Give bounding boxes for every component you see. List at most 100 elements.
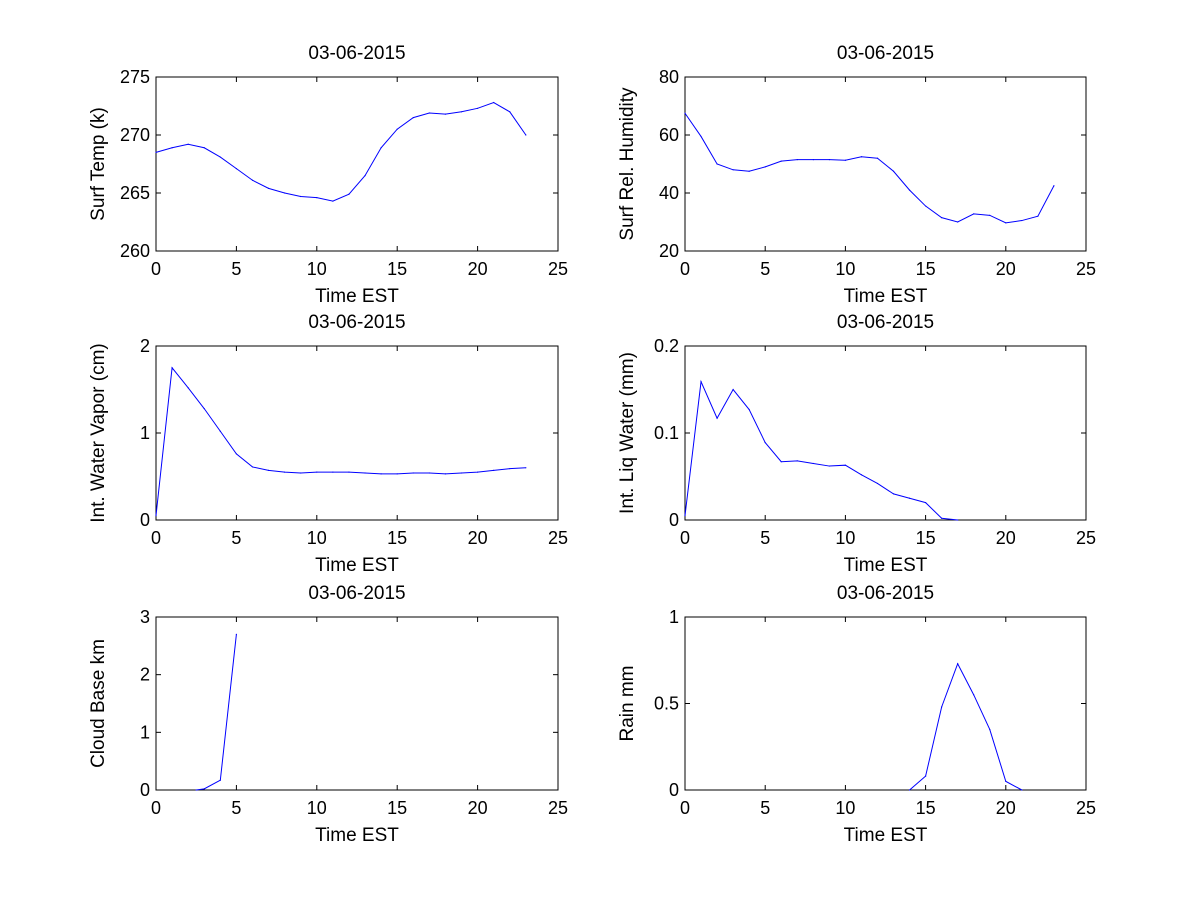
y-tick-label: 1 — [140, 423, 150, 443]
data-point — [155, 515, 157, 517]
data-point — [989, 728, 991, 731]
x-tick-label: 20 — [996, 528, 1016, 548]
series-line — [909, 662, 1023, 791]
data-point — [1037, 215, 1039, 217]
data-point — [957, 663, 959, 665]
data-point — [908, 497, 911, 499]
x-axis-label: Time EST — [315, 555, 399, 576]
data-point — [812, 462, 814, 465]
data-point — [203, 408, 205, 410]
data-point — [444, 473, 447, 475]
y-tick-label: 275 — [120, 67, 150, 87]
data-point — [284, 192, 286, 194]
axes-frame — [155, 76, 559, 252]
x-tick-label: 10 — [835, 259, 855, 279]
y-axis-label: Cloud Base km — [88, 639, 109, 768]
x-axis-label: Time EST — [315, 825, 399, 846]
data-point — [348, 471, 350, 473]
data-point — [428, 112, 430, 114]
data-point — [780, 160, 782, 162]
x-tick-label: 25 — [548, 528, 568, 548]
data-point — [764, 166, 766, 168]
y-tick-label: 2 — [140, 665, 150, 685]
series-line — [155, 366, 526, 516]
series-line — [196, 634, 237, 791]
subplot-6: 0 5 10 15 20 25 0 0.5 1 03-06-2015 Time EST Rain mm — [617, 583, 1096, 846]
data-point — [732, 169, 734, 171]
x-tick-label: 0 — [151, 528, 161, 548]
y-axis-label: Int. Water Vapor (cm) — [88, 343, 109, 522]
data-point — [187, 387, 189, 389]
data-point — [700, 381, 702, 383]
data-point — [525, 134, 527, 136]
data-point — [300, 472, 302, 474]
x-tick-label: 20 — [468, 798, 488, 818]
data-point — [860, 474, 863, 476]
subplot-2: 0 5 10 15 20 25 20 40 60 80 03-06-2015 Time EST Surf… — [617, 43, 1096, 307]
x-tick-label: 5 — [231, 259, 241, 279]
x-axis-label: Time EST — [844, 286, 928, 307]
data-point — [300, 195, 302, 198]
y-tick-label: 0 — [669, 510, 679, 530]
x-tick-label: 15 — [916, 528, 936, 548]
x-tick-label: 0 — [680, 259, 690, 279]
data-point — [171, 367, 173, 369]
x-tick-label: 20 — [468, 259, 488, 279]
y-axis-label: Surf Rel. Humidity — [617, 87, 638, 241]
series-line — [684, 379, 958, 521]
x-axis-label: Time EST — [844, 555, 928, 576]
x-tick-label: 20 — [996, 259, 1016, 279]
data-point — [195, 789, 197, 791]
data-point — [267, 469, 270, 472]
data-point — [155, 151, 157, 153]
data-point — [219, 430, 221, 432]
data-point — [716, 163, 718, 165]
x-tick-label: 10 — [307, 259, 327, 279]
data-point — [444, 113, 447, 115]
data-point — [477, 471, 479, 473]
y-tick-label: 270 — [120, 125, 150, 145]
data-point — [957, 221, 959, 223]
data-point — [171, 147, 173, 149]
y-tick-label: 40 — [659, 183, 679, 203]
data-point — [187, 143, 189, 145]
data-point — [364, 175, 366, 177]
data-point — [844, 159, 847, 161]
x-axis-label: Time EST — [844, 825, 928, 846]
y-tick-label: 265 — [120, 183, 150, 203]
data-point — [796, 460, 798, 462]
x-tick-label: 15 — [387, 798, 407, 818]
axes-frame — [684, 616, 1087, 791]
subplot-4: 0 5 10 15 20 25 0 0.1 0.2 03-06-2015 Time EST Int. … — [617, 312, 1096, 576]
axes-frame — [155, 345, 559, 521]
y-tick-label: 2 — [140, 336, 150, 356]
data-point — [748, 170, 750, 172]
data-point — [828, 159, 830, 161]
x-tick-label: 20 — [996, 798, 1016, 818]
data-point — [428, 472, 430, 474]
series-line — [155, 101, 527, 202]
data-point — [1021, 219, 1023, 222]
x-tick-label: 25 — [548, 259, 568, 279]
y-tick-label: 60 — [659, 125, 679, 145]
data-point — [509, 111, 511, 113]
series-line — [684, 112, 1055, 224]
x-tick-label: 5 — [760, 528, 770, 548]
data-point — [941, 706, 943, 708]
data-point — [989, 214, 991, 216]
data-point — [412, 117, 414, 119]
data-point — [941, 217, 943, 219]
y-tick-label: 1 — [140, 722, 150, 742]
x-tick-label: 25 — [1076, 528, 1096, 548]
data-point — [925, 502, 927, 504]
x-tick-label: 25 — [1076, 259, 1096, 279]
data-point — [251, 466, 254, 468]
data-point — [396, 473, 398, 475]
data-point — [332, 200, 334, 202]
data-point — [267, 187, 270, 189]
data-point — [525, 467, 527, 469]
data-point — [380, 147, 382, 149]
data-point — [316, 197, 318, 199]
data-point — [844, 464, 847, 466]
y-axis-label: Int. Liq Water (mm) — [617, 352, 638, 514]
